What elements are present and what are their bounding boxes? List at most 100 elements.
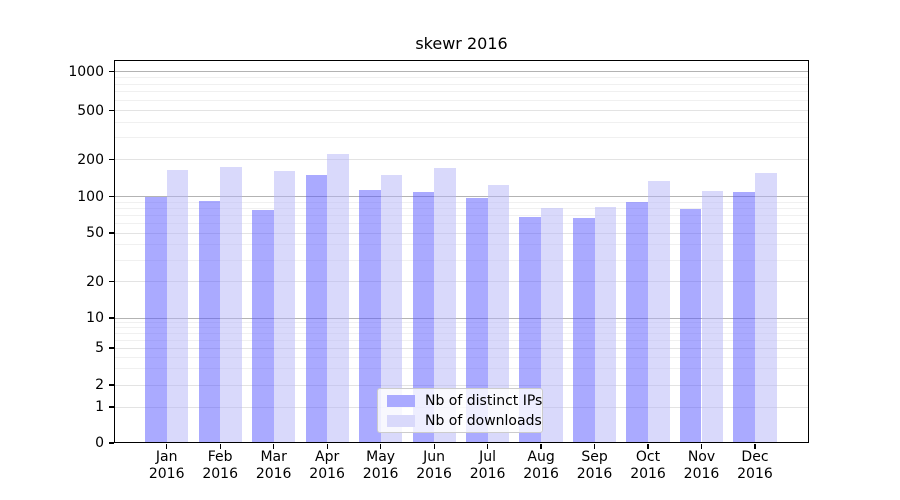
- gridline: [114, 232, 809, 234]
- bar-downloads-jul: [487, 185, 510, 443]
- bar-distinct-ips-jul: [465, 198, 488, 443]
- gridline: [114, 332, 809, 334]
- bar-distinct-ips-nov: [679, 208, 702, 443]
- x-tick-label: Jan 2016: [148, 449, 185, 482]
- bar-distinct-ips-may: [359, 190, 381, 443]
- bar-downloads-jan: [166, 170, 189, 443]
- x-tick-label: Oct 2016: [630, 449, 666, 482]
- bar-distinct-ips-mar: [252, 209, 274, 443]
- x-tick-mark: [700, 444, 703, 449]
- x-tick-mark: [647, 444, 649, 449]
- legend-swatch-distinct-ips: [387, 394, 415, 407]
- gridline: [114, 356, 809, 358]
- bar-distinct-ips-feb: [198, 200, 221, 443]
- x-tick-mark: [219, 444, 221, 449]
- chart-title: skewr 2016: [415, 34, 508, 53]
- y-tick-mark: [108, 70, 114, 73]
- y-tick-label: 20: [86, 273, 104, 290]
- x-tick-label: Feb 2016: [202, 449, 238, 482]
- y-tick-label: 50: [86, 225, 104, 241]
- gridline: [114, 368, 809, 370]
- x-tick-label: Apr 2016: [309, 449, 345, 482]
- gridline: [114, 99, 809, 101]
- y-tick-mark: [108, 280, 114, 283]
- bar-downloads-sep: [594, 206, 617, 443]
- bar-downloads-dec: [754, 173, 777, 443]
- gridline: [114, 159, 809, 160]
- bar-downloads-jun: [434, 167, 456, 443]
- x-tick-label: Aug 2016: [523, 449, 559, 482]
- gridline: [114, 83, 809, 85]
- bar-downloads-nov: [701, 190, 724, 443]
- gridline: [114, 317, 809, 319]
- legend-label-distinct-ips: Nb of distinct IPs: [425, 392, 543, 409]
- y-tick-label: 10: [86, 310, 104, 326]
- x-tick-mark: [486, 444, 489, 449]
- x-tick-label: Dec 2016: [737, 449, 773, 482]
- x-tick-label: Sep 2016: [576, 449, 613, 482]
- x-tick-mark: [593, 444, 596, 449]
- x-tick-label: May 2016: [362, 449, 399, 482]
- legend-row-distinct-ips: Nb of distinct IPs: [387, 392, 542, 409]
- bar-distinct-ips-sep: [572, 218, 595, 443]
- x-tick-label: Mar 2016: [255, 449, 292, 482]
- y-tick-mark: [108, 384, 114, 386]
- legend-label-downloads: Nb of downloads: [425, 412, 542, 429]
- y-tick-mark: [108, 317, 114, 319]
- bar-distinct-ips-oct: [626, 202, 648, 443]
- gridline: [114, 76, 809, 78]
- gridline: [114, 121, 809, 123]
- y-tick-mark: [108, 232, 114, 234]
- legend: Nb of distinct IPs Nb of downloads: [377, 388, 543, 433]
- x-tick-mark: [273, 444, 275, 449]
- y-tick-label: 2: [95, 377, 104, 393]
- gridline: [114, 327, 809, 329]
- legend-row-downloads: Nb of downloads: [387, 412, 542, 429]
- gridline: [114, 347, 809, 349]
- gridline: [114, 222, 809, 224]
- x-tick-mark: [326, 444, 328, 449]
- bar-downloads-mar: [273, 171, 296, 443]
- gridline: [114, 201, 809, 203]
- bar-downloads-feb: [220, 166, 242, 443]
- gridline: [114, 110, 809, 111]
- x-tick-label: Nov 2016: [683, 449, 720, 482]
- bar-downloads-oct: [648, 180, 670, 443]
- y-tick-label: 5: [95, 340, 104, 356]
- y-tick-label: 0: [95, 435, 104, 451]
- x-tick-mark: [380, 444, 382, 449]
- x-tick-mark: [166, 444, 168, 449]
- gridline: [114, 244, 809, 246]
- x-tick-label: Jun 2016: [416, 449, 452, 482]
- gridline: [114, 384, 809, 386]
- y-tick-mark: [108, 109, 114, 112]
- bar-distinct-ips-apr: [305, 174, 328, 443]
- y-tick-mark: [108, 406, 114, 408]
- y-tick-mark: [108, 442, 114, 444]
- y-tick-label: 100: [77, 188, 104, 205]
- x-tick-mark: [754, 444, 756, 449]
- gridline: [114, 339, 809, 341]
- gridline: [114, 71, 809, 72]
- legend-swatch-downloads: [387, 414, 415, 427]
- y-tick-label: 500: [77, 102, 104, 119]
- gridline: [114, 196, 809, 197]
- bar-downloads-aug: [541, 208, 563, 443]
- gridline: [114, 214, 809, 216]
- y-tick-mark: [108, 195, 114, 198]
- gridline: [114, 137, 809, 139]
- x-tick-mark: [540, 444, 542, 449]
- bar-distinct-ips-jan: [145, 196, 167, 443]
- gridline: [114, 91, 809, 93]
- x-tick-mark: [433, 444, 435, 449]
- gridline: [114, 322, 809, 324]
- gridline: [114, 259, 809, 261]
- bar-downloads-apr: [327, 154, 349, 443]
- bar-distinct-ips-jun: [412, 191, 435, 443]
- bar-downloads-may: [380, 174, 403, 443]
- y-tick-label: 1: [95, 399, 104, 415]
- y-tick-label: 1000: [68, 63, 104, 80]
- bar-distinct-ips-dec: [733, 192, 755, 443]
- y-tick-mark: [108, 158, 114, 161]
